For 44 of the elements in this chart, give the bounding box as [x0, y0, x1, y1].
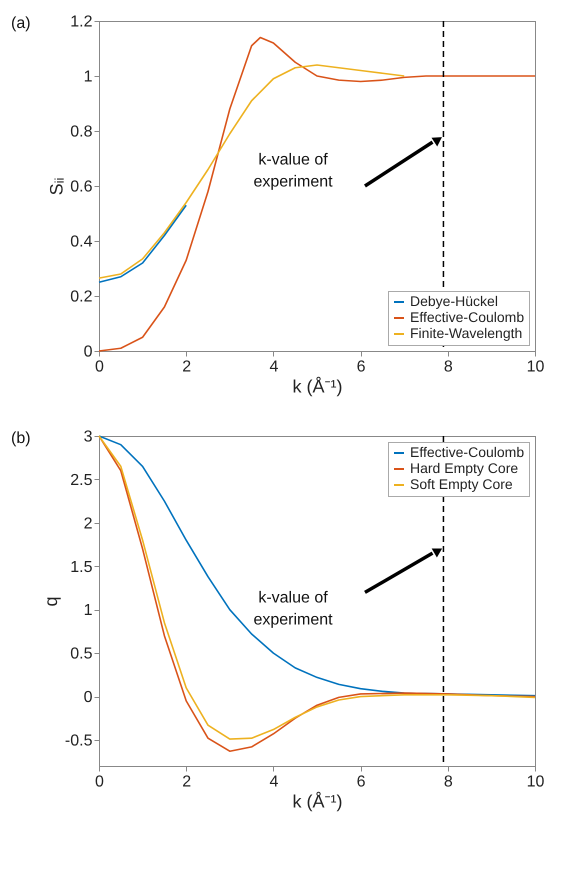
legend-label: Debye-Hückel: [410, 293, 498, 309]
legend-label: Effective-Coulomb: [410, 309, 524, 325]
y-tick-label: 0.6: [70, 178, 93, 196]
x-tick-label: 10: [526, 774, 544, 790]
y-tick-label: 3: [84, 428, 93, 446]
chart-title: (a): [11, 15, 31, 32]
x-tick-label: 6: [356, 358, 366, 376]
legend-label: Effective-Coulomb: [410, 444, 524, 460]
y-tick-label: 2: [84, 515, 93, 532]
annotation: k-value of experiment: [253, 152, 334, 191]
annotation: k-value of experiment: [253, 590, 334, 629]
y-tick-label: 0.5: [70, 646, 93, 663]
y-tick-label: 1: [84, 68, 93, 86]
x-tick-label: 8: [444, 358, 453, 376]
x-tick-label: 4: [269, 358, 278, 376]
x-tick-label: 8: [444, 774, 453, 790]
legend-label: Finite-Wavelength: [410, 325, 522, 341]
y-axis-title: Sᵢᵢ: [46, 178, 66, 196]
x-tick-label: 0: [95, 774, 104, 790]
legend-label: Soft Empty Core: [410, 476, 513, 492]
x-axis-title: k (Å⁻¹): [292, 792, 342, 812]
y-tick-label: 0: [84, 344, 93, 360]
line-series: [98, 204, 187, 284]
x-tick-label: 0: [95, 358, 104, 376]
y-tick-label: 0.8: [70, 124, 93, 140]
y-tick-label: 1: [84, 602, 93, 620]
x-tick-label: 2: [182, 358, 192, 376]
y-tick-label: 0.2: [70, 288, 93, 306]
x-axis-title: k (Å⁻¹): [292, 376, 342, 396]
line-series: [98, 36, 536, 352]
legend-label: Hard Empty Core: [410, 460, 518, 476]
y-tick-label: 0.4: [70, 234, 93, 250]
x-tick-label: 4: [269, 774, 278, 790]
x-tick-label: 2: [182, 774, 192, 790]
chart-title: (b): [11, 430, 31, 447]
y-tick-label: 1.2: [70, 14, 93, 30]
x-tick-label: 6: [356, 774, 366, 790]
y-tick-label: 0: [84, 689, 93, 706]
x-tick-label: 10: [526, 358, 544, 376]
y-tick-label: -0.5: [64, 732, 93, 750]
y-tick-label: 1.5: [70, 558, 93, 576]
y-tick-label: 2.5: [70, 472, 93, 489]
y-axis-title: q: [40, 596, 61, 607]
line-series: [98, 64, 405, 279]
